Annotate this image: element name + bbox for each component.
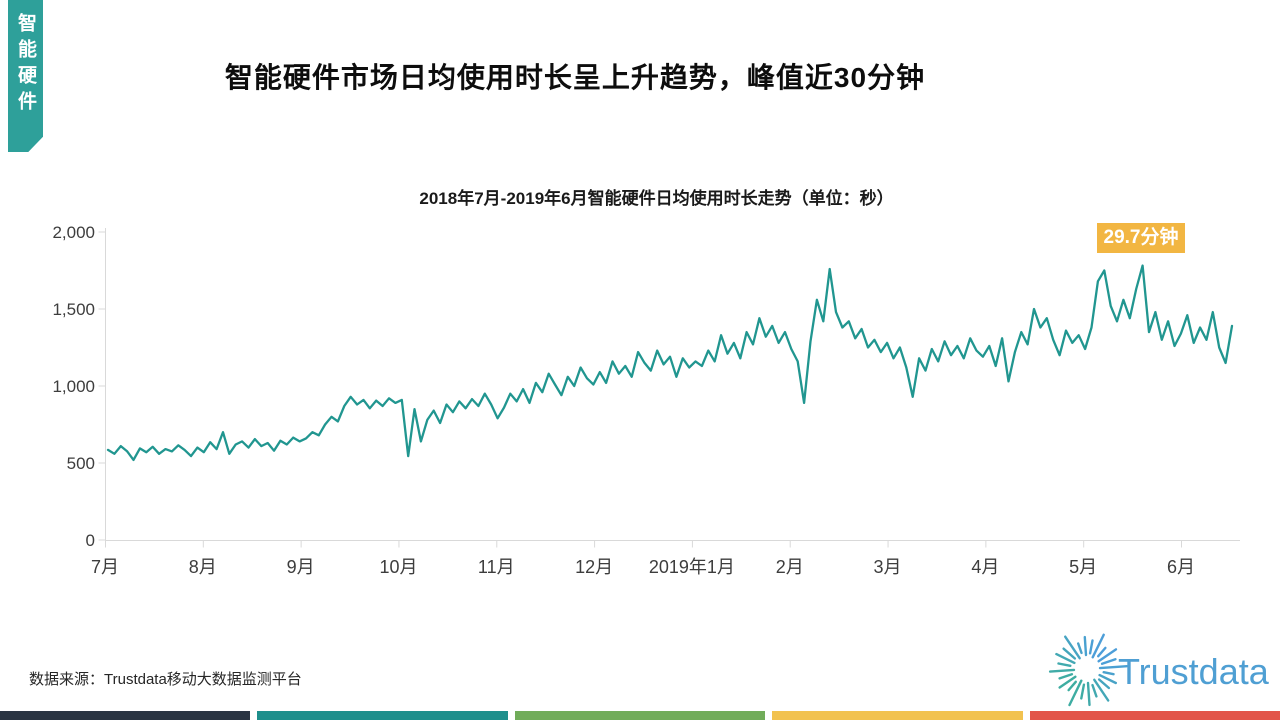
- y-tick-label: 500: [67, 454, 95, 473]
- x-tick-label: 7月: [91, 557, 119, 575]
- x-tick-label: 10月: [379, 557, 417, 575]
- y-tick-label: 0: [86, 531, 95, 550]
- footer-color-bar: [0, 711, 251, 720]
- logo-ray: [1100, 658, 1117, 665]
- logo-ray: [1064, 635, 1081, 660]
- x-tick-label: 8月: [189, 557, 217, 575]
- logo-ray: [1097, 646, 1107, 658]
- logo-ray: [1093, 678, 1110, 702]
- logo-ray: [1058, 675, 1077, 689]
- footer-color-bar: [772, 711, 1023, 720]
- x-tick-label: 5月: [1069, 557, 1097, 575]
- footer-color-bar: [1029, 711, 1280, 720]
- logo-starburst-icon: Trustdata: [1048, 633, 1270, 707]
- x-tick-label: 3月: [874, 557, 902, 575]
- logo-ray: [1097, 648, 1118, 663]
- logo-ray: [1080, 683, 1086, 700]
- category-ribbon-tab: 智能硬件: [8, 0, 43, 152]
- logo-ray: [1048, 668, 1076, 673]
- logo-ray: [1062, 647, 1077, 660]
- x-tick-label: 11月: [478, 557, 515, 575]
- logo-ray: [1091, 683, 1098, 698]
- y-tick-label: 1,000: [52, 377, 95, 396]
- logo-ray: [1098, 673, 1118, 685]
- y-tick-label: 2,000: [52, 223, 95, 242]
- logo-ray: [1097, 678, 1111, 690]
- page-title: 智能硬件市场日均使用时长呈上升趋势，峰值近30分钟: [224, 62, 926, 93]
- x-tick-label: 6月: [1167, 557, 1195, 575]
- footer-color-bar: [257, 711, 508, 720]
- x-tick-label: 12月: [575, 557, 613, 575]
- footer-color-bars: [0, 711, 1280, 720]
- logo-ray: [1068, 679, 1083, 707]
- usage-line-chart: 0 500 1,000 1,500 2,000 7月 8月 9月 10月 11月 12月 2019年1…: [52, 223, 1240, 575]
- usage-series-line: [106, 264, 1234, 462]
- data-source-note: 数据来源：Trustdata移动大数据监测平台: [29, 671, 302, 688]
- x-tick-label: 9月: [287, 557, 315, 575]
- x-tick-label: 4月: [971, 557, 999, 575]
- category-tab-label: 智能硬件: [15, 13, 36, 117]
- x-tick-label: 2019年1月: [649, 557, 735, 575]
- logo-ray: [1091, 633, 1105, 659]
- y-tick-label: 1,500: [52, 300, 95, 319]
- logo-ray: [1067, 680, 1077, 692]
- logo-text: Trustdata: [1118, 651, 1270, 692]
- peak-annotation-badge: 29.7分钟: [1097, 223, 1185, 253]
- logo-ray: [1102, 671, 1115, 676]
- logo-ray: [1077, 642, 1083, 655]
- logo-ray: [1088, 639, 1094, 655]
- logo-ray: [1086, 681, 1091, 707]
- logo-ray: [1055, 652, 1076, 665]
- chart-subtitle: 2018年7月-2019年6月智能硬件日均使用时长走势（单位：秒）: [419, 189, 894, 208]
- logo-ray: [1083, 635, 1088, 657]
- x-tick-label: 2月: [776, 557, 804, 575]
- logo-ray: [1058, 673, 1074, 680]
- logo-ray: [1057, 662, 1072, 667]
- footer-color-bar: [514, 711, 766, 720]
- logo-ray: [1098, 665, 1129, 670]
- trustdata-logo: Trustdata: [1042, 628, 1274, 710]
